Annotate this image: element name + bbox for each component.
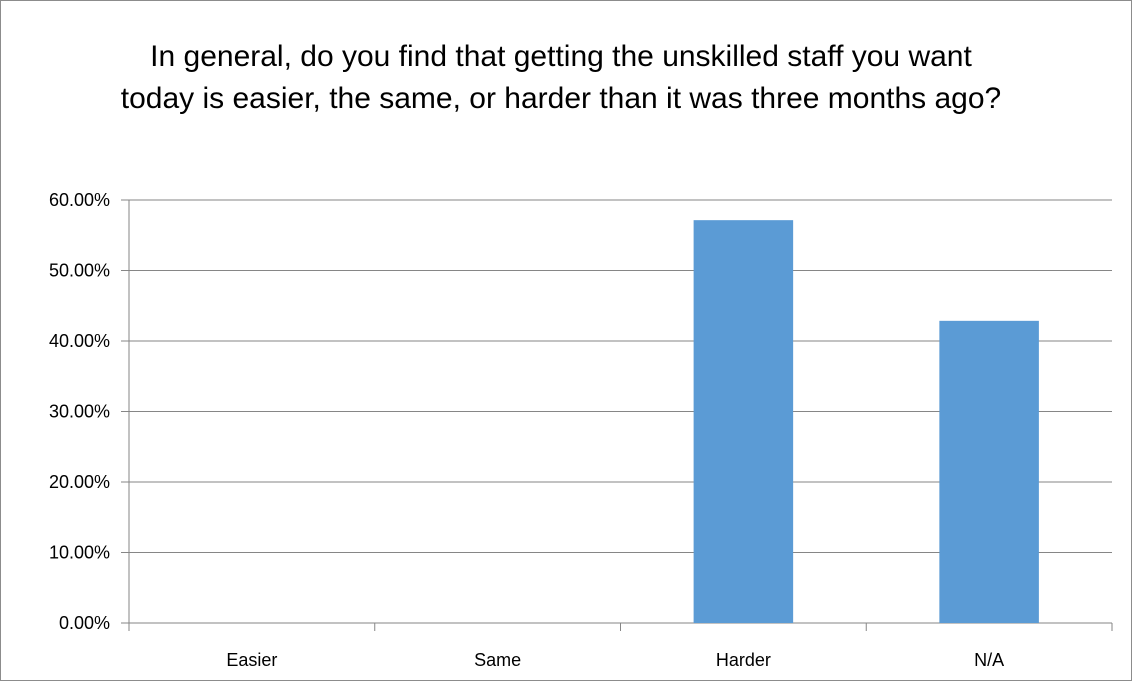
y-tick-label: 60.00% [49, 190, 110, 210]
chart-title: In general, do you find that getting the… [120, 40, 1002, 115]
x-tick-label: Easier [226, 650, 277, 670]
bar-n-a [939, 320, 1039, 623]
x-tick-label: Harder [716, 650, 771, 670]
y-tick-label: 20.00% [49, 472, 110, 492]
bar-harder [693, 220, 794, 623]
y-tick-label: 30.00% [49, 402, 110, 422]
y-tick-label: 50.00% [49, 261, 110, 281]
y-tick-label: 40.00% [49, 331, 110, 351]
y-tick-label: 10.00% [49, 543, 110, 563]
y-tick-label: 0.00% [59, 613, 110, 633]
x-tick-label: Same [474, 650, 521, 670]
x-tick-label: N/A [974, 650, 1004, 670]
